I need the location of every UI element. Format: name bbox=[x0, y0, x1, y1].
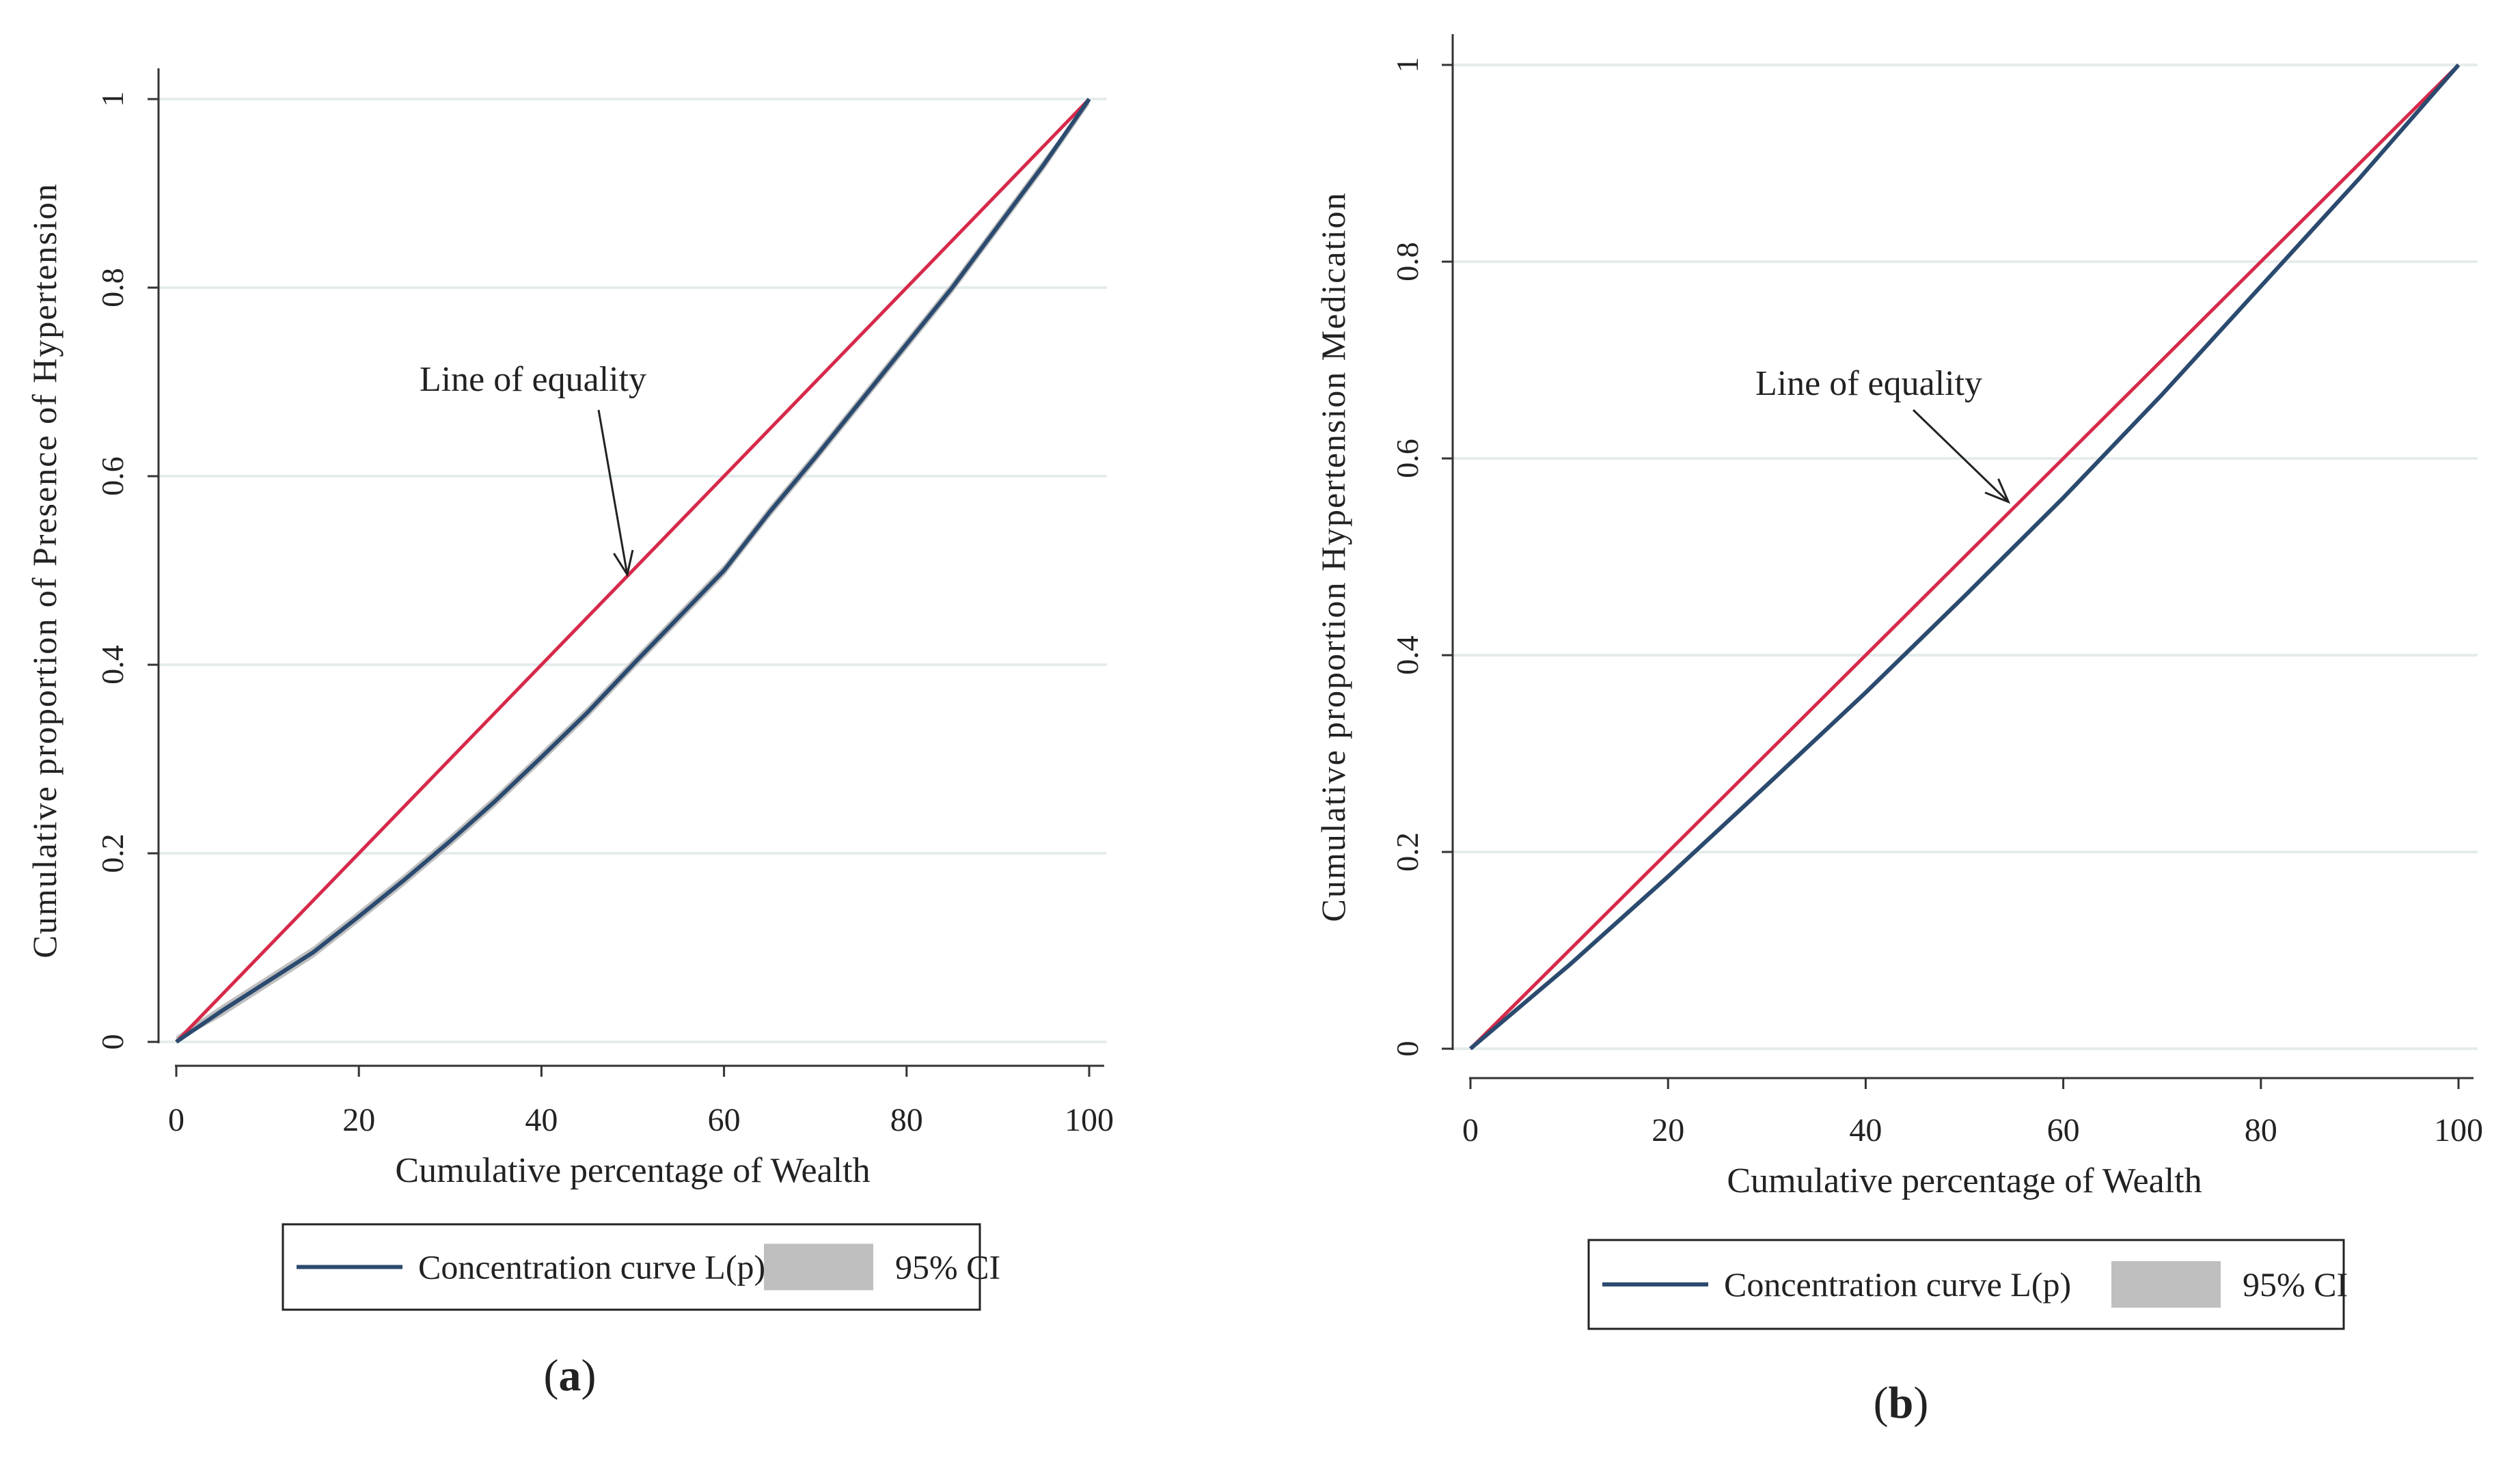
x-tick-label: 60 bbox=[708, 1102, 741, 1138]
y-tick-label: 1 bbox=[1390, 57, 1425, 73]
annotation-arrow bbox=[597, 409, 629, 575]
chart-panel-b: 0 0.2 0.4 0.6 0.8 1 0 20 40 60 80 100 Cumulative per… bbox=[1314, 34, 2483, 1428]
panel-label-letter: b bbox=[1889, 1378, 1914, 1428]
x-tick-label: 80 bbox=[890, 1102, 923, 1138]
x-axis-label: Cumulative percentage of Wealth bbox=[395, 1151, 870, 1190]
line-of-equality bbox=[1469, 64, 2460, 1050]
panel-label-close: ) bbox=[581, 1351, 597, 1401]
legend-label-curve: Concentration curve L(p) bbox=[418, 1248, 765, 1286]
legend-label-ci: 95% CI bbox=[895, 1248, 1000, 1286]
y-tick-label: 0.6 bbox=[95, 456, 130, 496]
x-tick-label: 0 bbox=[168, 1102, 184, 1138]
x-tick-label: 100 bbox=[2434, 1112, 2483, 1148]
panel-label-letter: a bbox=[559, 1351, 581, 1401]
x-tick-label: 80 bbox=[2245, 1112, 2277, 1148]
annotation-arrow bbox=[1912, 409, 2010, 503]
legend: Concentration curve L(p) 95% CI bbox=[1587, 1239, 2348, 1330]
annotation-arrowhead bbox=[1984, 478, 2011, 504]
y-tick-label: 0 bbox=[1390, 1041, 1425, 1057]
annotation-label: Line of equality bbox=[1755, 364, 1982, 403]
y-tick-label: 0.2 bbox=[1390, 832, 1425, 872]
x-tick-label: 100 bbox=[1065, 1102, 1114, 1138]
x-tick-label: 0 bbox=[1462, 1112, 1479, 1148]
y-tick-label: 0.4 bbox=[95, 645, 130, 685]
y-tick-label: 0.6 bbox=[1390, 439, 1425, 478]
panel-label-close: ) bbox=[1913, 1378, 1928, 1428]
chart-panel-a: 0 0.2 0.4 0.6 0.8 1 0 20 40 60 80 100 Cumulative per… bbox=[25, 68, 1114, 1401]
y-axis-label: Cumulative proportion Hypertension Medic… bbox=[1314, 192, 1352, 922]
y-axis-label: Cumulative proportion of Presence of Hyp… bbox=[25, 182, 64, 958]
y-tick-label: 0.4 bbox=[1390, 635, 1425, 675]
annotation-label: Line of equality bbox=[420, 360, 646, 399]
x-tick-label: 40 bbox=[1849, 1112, 1882, 1148]
x-tick-label: 40 bbox=[525, 1102, 558, 1138]
legend-swatch-ci bbox=[2111, 1261, 2221, 1308]
legend-swatch-ci bbox=[764, 1243, 873, 1291]
concentration-curve bbox=[1469, 64, 2461, 1051]
x-tick-label: 20 bbox=[342, 1102, 375, 1138]
panel-label-open: ( bbox=[1874, 1378, 1889, 1428]
x-tick-label: 20 bbox=[1652, 1112, 1684, 1148]
legend-label-ci: 95% CI bbox=[2243, 1265, 2348, 1304]
y-tick-label: 0.2 bbox=[95, 834, 130, 873]
x-axis-label: Cumulative percentage of Wealth bbox=[1727, 1161, 2202, 1200]
panel-label-open: ( bbox=[544, 1351, 559, 1401]
y-tick-label: 0.8 bbox=[1390, 242, 1425, 281]
panel-label: (b) bbox=[1874, 1378, 1929, 1428]
legend-label-curve: Concentration curve L(p) bbox=[1724, 1265, 2071, 1304]
annotation-arrowhead bbox=[613, 549, 634, 577]
panel-label: (a) bbox=[544, 1351, 597, 1401]
y-tick-label: 0.8 bbox=[95, 268, 130, 307]
x-tick-label: 60 bbox=[2047, 1112, 2080, 1148]
legend: Concentration curve L(p) 95% CI bbox=[282, 1223, 1000, 1311]
y-tick-label: 1 bbox=[95, 92, 130, 107]
line-of-equality bbox=[175, 98, 1091, 1043]
y-tick-label: 0 bbox=[95, 1034, 130, 1050]
concentration-curve bbox=[175, 98, 1091, 1044]
